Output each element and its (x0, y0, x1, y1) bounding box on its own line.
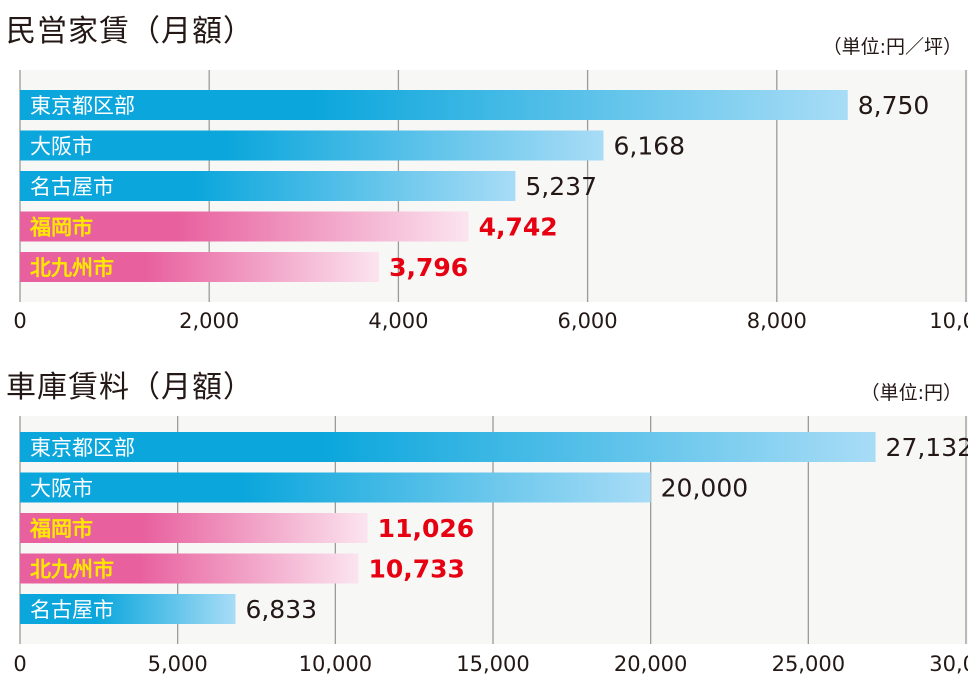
chart1-title: 民営家賃（月額） (6, 14, 254, 49)
tick-label: 15,000 (456, 652, 529, 676)
bar (20, 211, 469, 242)
tick-label: 0 (13, 309, 26, 333)
bar (20, 594, 236, 624)
value-label: 8,750 (858, 91, 930, 120)
tick-label: 30,000 (929, 652, 968, 676)
tick-label: 4,000 (368, 309, 428, 333)
category-label: 大阪市 (30, 477, 93, 501)
value-label: 6,168 (613, 132, 685, 161)
category-label: 福岡市 (29, 216, 93, 240)
category-label: 北九州市 (30, 256, 114, 280)
tick-label: 6,000 (558, 309, 618, 333)
value-label: 3,796 (389, 253, 468, 282)
value-label: 5,237 (525, 172, 597, 201)
value-label: 4,742 (479, 213, 558, 242)
tick-label: 10,000 (299, 652, 372, 676)
category-label: 東京都区部 (30, 94, 135, 118)
chart2-svg: 東京都区部 27,132 大阪市 20,000 福岡市 11,026 北九州市 10,733 名… (13, 416, 968, 676)
value-label: 27,132 (886, 433, 968, 462)
tick-label: 8,000 (747, 309, 807, 333)
chart1-plot: 東京都区部 8,750 大阪市 6,168 名古屋市 5,237 福岡市 4,742 北九州市 3… (0, 70, 968, 338)
tick-label: 2,000 (179, 309, 239, 333)
bar (20, 432, 876, 462)
category-label: 大阪市 (30, 135, 93, 159)
category-label: 福岡市 (29, 517, 93, 541)
bar (20, 472, 651, 503)
tick-label: 10,000 (929, 309, 968, 333)
category-label: 東京都区部 (30, 436, 135, 460)
bar (20, 513, 368, 543)
value-label: 11,026 (378, 514, 474, 543)
chart2-unit-note: （単位:円） (860, 382, 962, 404)
value-label: 6,833 (245, 595, 317, 624)
chart1-svg: 東京都区部 8,750 大阪市 6,168 名古屋市 5,237 福岡市 4,742 北九州市 3… (13, 70, 968, 333)
bar (20, 130, 604, 161)
category-label: 名古屋市 (30, 598, 114, 622)
bar (20, 252, 380, 282)
tick-label: 0 (13, 652, 26, 676)
chart1-unit-note: （単位:円／坪） (822, 36, 962, 58)
bar (20, 553, 359, 584)
chart2-plot: 東京都区部 27,132 大阪市 20,000 福岡市 11,026 北九州市 10,733 名… (0, 416, 968, 676)
category-label: 北九州市 (30, 558, 114, 582)
tick-label: 20,000 (614, 652, 687, 676)
category-label: 名古屋市 (30, 175, 114, 199)
bar (20, 90, 848, 120)
value-label: 10,733 (368, 555, 464, 584)
chart2-title: 車庫賃料（月額） (6, 370, 254, 405)
tick-label: 5,000 (148, 652, 208, 676)
value-label: 20,000 (661, 474, 748, 503)
tick-label: 25,000 (772, 652, 845, 676)
bar (20, 171, 516, 201)
